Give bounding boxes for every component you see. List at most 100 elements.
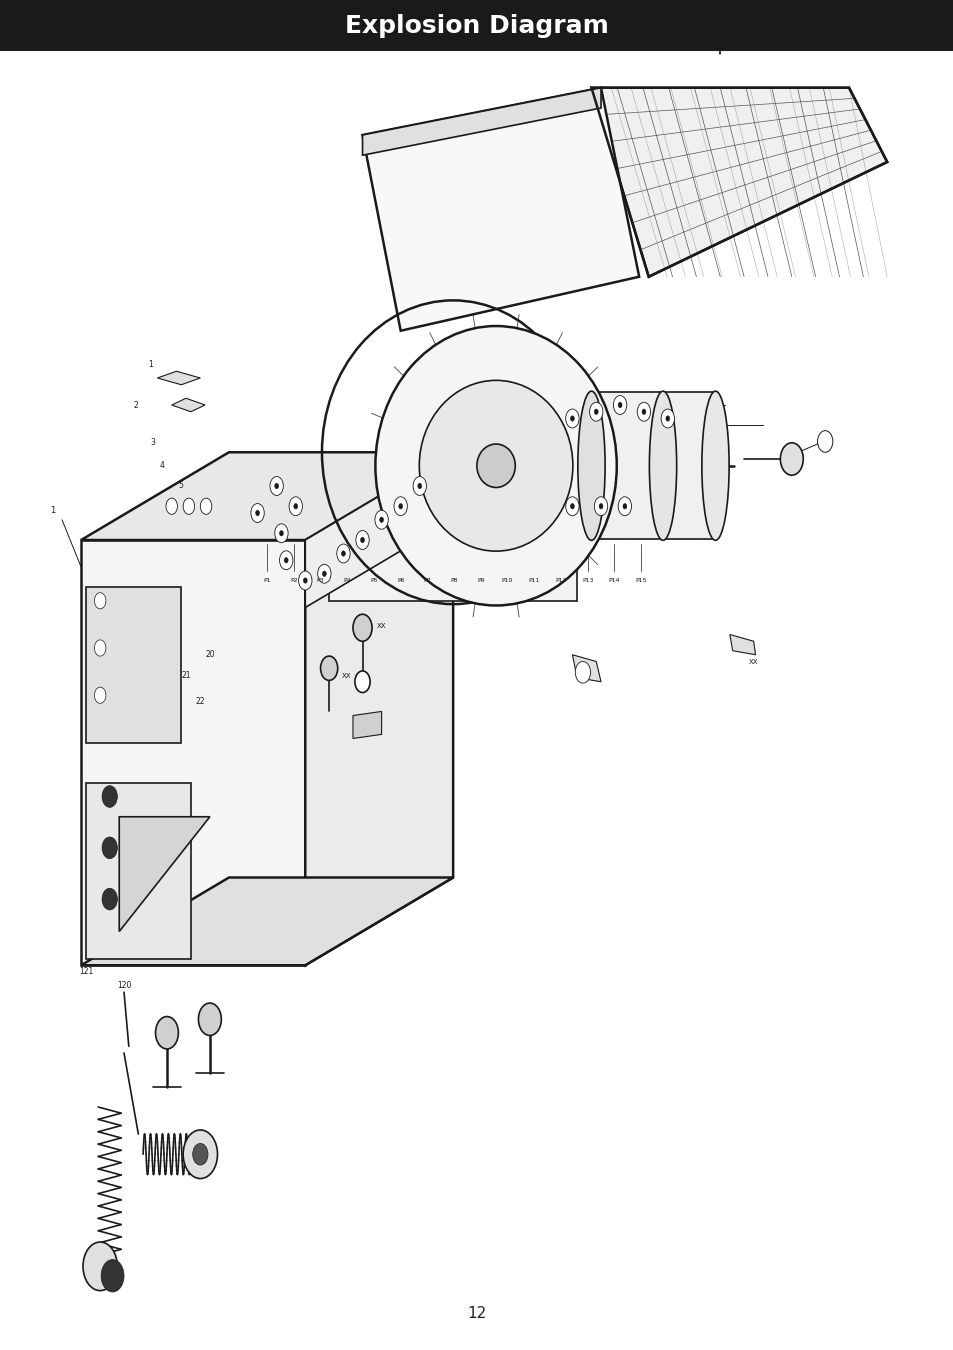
Circle shape bbox=[270, 477, 283, 495]
Circle shape bbox=[360, 537, 364, 543]
Circle shape bbox=[598, 504, 602, 509]
Text: P10: P10 bbox=[501, 578, 513, 583]
Circle shape bbox=[94, 640, 106, 656]
Text: P11: P11 bbox=[528, 578, 539, 583]
Polygon shape bbox=[729, 634, 755, 655]
Circle shape bbox=[565, 409, 578, 428]
Circle shape bbox=[780, 443, 802, 475]
Circle shape bbox=[618, 402, 621, 408]
Circle shape bbox=[102, 786, 117, 807]
Ellipse shape bbox=[649, 392, 676, 540]
Circle shape bbox=[166, 498, 177, 514]
Circle shape bbox=[155, 1017, 178, 1049]
Text: P13: P13 bbox=[581, 578, 593, 583]
Text: P15: P15 bbox=[635, 578, 646, 583]
Circle shape bbox=[353, 614, 372, 641]
Text: XX: XX bbox=[748, 659, 758, 666]
Text: 3: 3 bbox=[150, 439, 155, 447]
Polygon shape bbox=[329, 452, 577, 601]
Circle shape bbox=[570, 416, 574, 421]
Ellipse shape bbox=[419, 381, 572, 551]
Circle shape bbox=[589, 402, 602, 421]
Circle shape bbox=[274, 483, 278, 489]
Polygon shape bbox=[353, 711, 381, 738]
Circle shape bbox=[355, 531, 369, 549]
Polygon shape bbox=[305, 452, 453, 965]
Circle shape bbox=[575, 662, 590, 683]
Circle shape bbox=[618, 497, 631, 516]
Circle shape bbox=[289, 497, 302, 516]
Text: P2: P2 bbox=[290, 578, 297, 583]
Text: 121: 121 bbox=[79, 968, 92, 976]
Circle shape bbox=[379, 517, 383, 522]
Circle shape bbox=[274, 524, 288, 543]
Text: 22: 22 bbox=[195, 698, 205, 706]
Circle shape bbox=[183, 1130, 217, 1179]
Circle shape bbox=[565, 497, 578, 516]
Circle shape bbox=[394, 497, 407, 516]
Text: 20: 20 bbox=[205, 651, 214, 659]
Circle shape bbox=[298, 571, 312, 590]
Circle shape bbox=[183, 498, 194, 514]
Circle shape bbox=[637, 402, 650, 421]
Text: 5: 5 bbox=[178, 482, 184, 490]
Text: P1: P1 bbox=[263, 578, 271, 583]
Circle shape bbox=[413, 477, 426, 495]
Text: 1: 1 bbox=[149, 360, 152, 369]
Text: Explosion Diagram: Explosion Diagram bbox=[345, 14, 608, 38]
Circle shape bbox=[279, 531, 283, 536]
Text: 4: 4 bbox=[159, 462, 165, 470]
Circle shape bbox=[279, 551, 293, 570]
Circle shape bbox=[200, 498, 212, 514]
Text: XX: XX bbox=[376, 622, 386, 629]
Circle shape bbox=[102, 837, 117, 859]
Text: P4: P4 bbox=[343, 578, 351, 583]
Circle shape bbox=[665, 416, 669, 421]
Circle shape bbox=[594, 409, 598, 414]
Polygon shape bbox=[81, 878, 453, 965]
Text: 1: 1 bbox=[50, 506, 55, 514]
Circle shape bbox=[322, 571, 326, 576]
Circle shape bbox=[375, 510, 388, 529]
Circle shape bbox=[341, 551, 345, 556]
Polygon shape bbox=[86, 587, 181, 742]
Ellipse shape bbox=[578, 392, 604, 540]
Circle shape bbox=[303, 578, 307, 583]
Text: P7: P7 bbox=[423, 578, 431, 583]
Circle shape bbox=[94, 687, 106, 703]
Polygon shape bbox=[157, 371, 200, 385]
Circle shape bbox=[294, 504, 297, 509]
Polygon shape bbox=[81, 452, 453, 540]
Circle shape bbox=[251, 504, 264, 522]
Text: P12: P12 bbox=[555, 578, 566, 583]
FancyBboxPatch shape bbox=[0, 0, 953, 51]
Polygon shape bbox=[572, 655, 600, 682]
Circle shape bbox=[320, 656, 337, 680]
Polygon shape bbox=[362, 88, 639, 331]
Circle shape bbox=[817, 431, 832, 452]
Text: P9: P9 bbox=[476, 578, 484, 583]
Circle shape bbox=[102, 888, 117, 910]
Polygon shape bbox=[305, 452, 453, 608]
Ellipse shape bbox=[476, 444, 515, 487]
Text: P3: P3 bbox=[316, 578, 324, 583]
Circle shape bbox=[317, 564, 331, 583]
Circle shape bbox=[570, 504, 574, 509]
Circle shape bbox=[101, 1260, 124, 1292]
Polygon shape bbox=[591, 88, 886, 277]
Circle shape bbox=[417, 483, 421, 489]
Circle shape bbox=[94, 593, 106, 609]
Circle shape bbox=[83, 1242, 117, 1291]
Text: 21: 21 bbox=[181, 671, 191, 679]
Circle shape bbox=[398, 504, 402, 509]
Circle shape bbox=[198, 1003, 221, 1035]
Polygon shape bbox=[591, 392, 715, 540]
Circle shape bbox=[255, 510, 259, 516]
Circle shape bbox=[355, 671, 370, 693]
Circle shape bbox=[336, 544, 350, 563]
Text: P6: P6 bbox=[396, 578, 404, 583]
Circle shape bbox=[594, 497, 607, 516]
Circle shape bbox=[641, 409, 645, 414]
Text: 2: 2 bbox=[133, 401, 137, 409]
Circle shape bbox=[660, 409, 674, 428]
